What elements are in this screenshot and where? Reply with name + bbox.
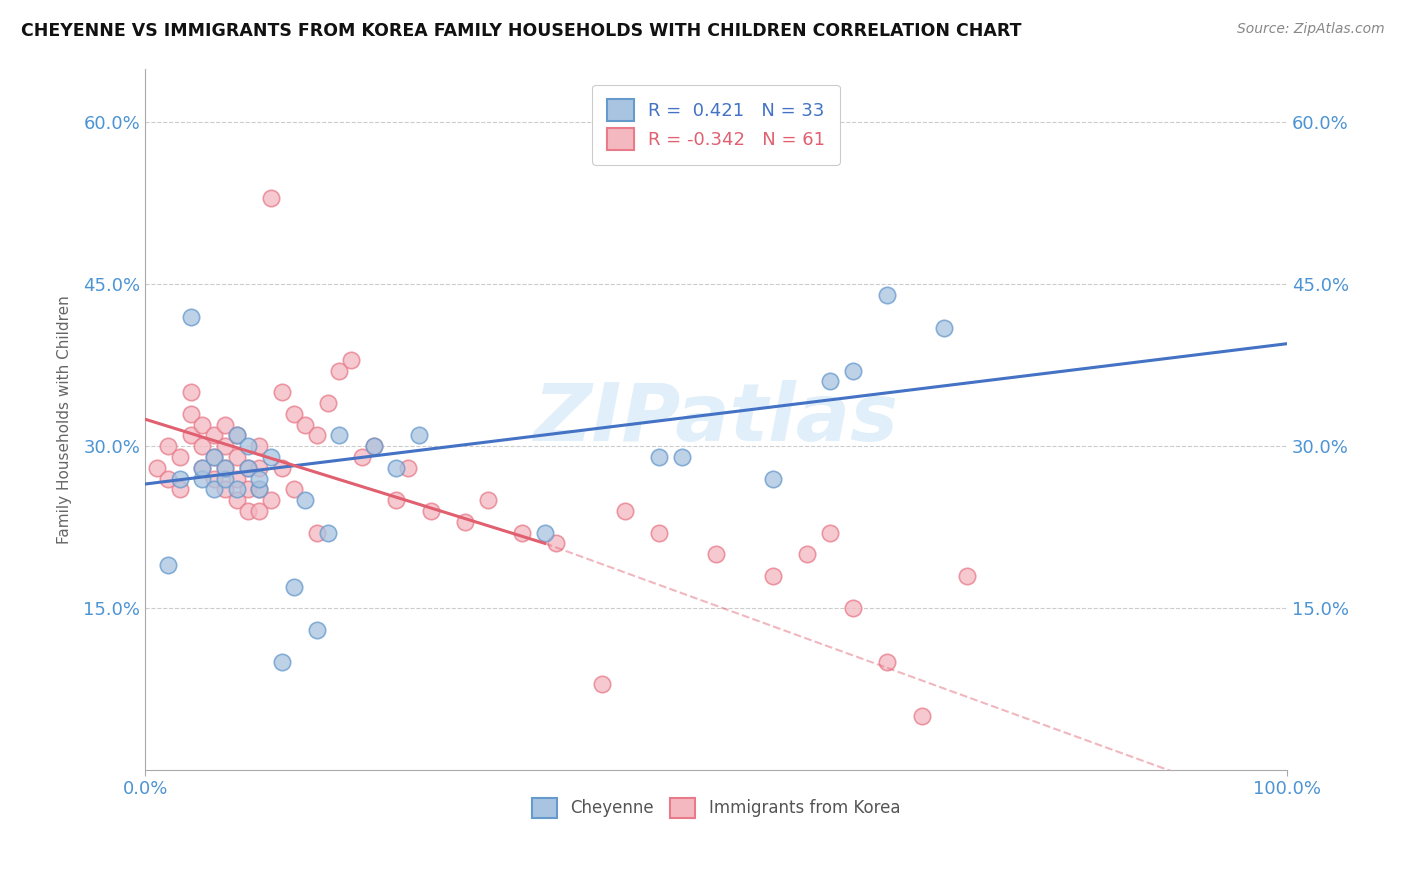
Point [934,320,956,334]
Point [225,472,247,486]
Point [396,460,419,475]
Text: ZIPatlas: ZIPatlas [533,380,898,458]
Point [214,439,236,453]
Point [533,525,555,540]
Point [214,417,236,432]
Point [180,428,202,442]
Point [271,385,294,400]
Point [180,385,202,400]
Point [157,558,180,572]
Point [180,407,202,421]
Point [191,439,214,453]
Point [704,547,727,561]
Point [283,407,305,421]
Point [236,460,259,475]
Point [408,428,430,442]
Text: Source: ZipAtlas.com: Source: ZipAtlas.com [1237,22,1385,37]
Point [363,439,385,453]
Point [249,483,271,497]
Point [796,547,818,561]
Point [305,623,328,637]
Point [876,288,898,302]
Point [316,525,339,540]
Point [419,504,441,518]
Point [202,450,225,464]
Point [214,483,236,497]
Point [818,375,841,389]
Point [249,504,271,518]
Point [648,450,671,464]
Point [363,439,385,453]
Point [169,483,191,497]
Point [876,655,898,669]
Point [591,676,613,690]
Point [260,450,283,464]
Point [328,364,350,378]
Point [191,460,214,475]
Point [328,428,350,442]
Point [145,460,167,475]
Point [294,493,316,508]
Y-axis label: Family Households with Children: Family Households with Children [58,295,72,543]
Point [956,568,979,582]
Point [305,525,328,540]
Point [180,310,202,324]
Point [818,525,841,540]
Point [169,472,191,486]
Point [305,428,328,442]
Point [249,460,271,475]
Point [613,504,636,518]
Point [214,472,236,486]
Point [842,364,865,378]
Point [236,504,259,518]
Point [762,472,785,486]
Point [249,483,271,497]
Point [339,352,361,367]
Point [648,525,671,540]
Point [385,460,408,475]
Point [225,483,247,497]
Point [316,396,339,410]
Point [202,483,225,497]
Point [236,460,259,475]
Point [283,580,305,594]
Point [762,568,785,582]
Point [169,450,191,464]
Point [249,472,271,486]
Point [157,439,180,453]
Point [225,493,247,508]
Point [385,493,408,508]
Point [157,472,180,486]
Point [271,460,294,475]
Point [236,483,259,497]
Point [225,428,247,442]
Point [910,709,932,723]
Point [510,525,533,540]
Point [214,460,236,475]
Point [249,439,271,453]
Point [352,450,374,464]
Point [454,515,477,529]
Point [214,460,236,475]
Point [546,536,568,550]
Point [191,460,214,475]
Point [225,450,247,464]
Point [260,493,283,508]
Point [260,191,283,205]
Point [671,450,693,464]
Text: CHEYENNE VS IMMIGRANTS FROM KOREA FAMILY HOUSEHOLDS WITH CHILDREN CORRELATION CH: CHEYENNE VS IMMIGRANTS FROM KOREA FAMILY… [21,22,1022,40]
Point [842,601,865,615]
Point [191,417,214,432]
Point [202,450,225,464]
Point [294,417,316,432]
Point [191,472,214,486]
Point [236,439,259,453]
Point [271,655,294,669]
Point [283,483,305,497]
Point [202,472,225,486]
Point [202,428,225,442]
Point [477,493,499,508]
Legend: Cheyenne, Immigrants from Korea: Cheyenne, Immigrants from Korea [526,791,907,825]
Point [225,428,247,442]
